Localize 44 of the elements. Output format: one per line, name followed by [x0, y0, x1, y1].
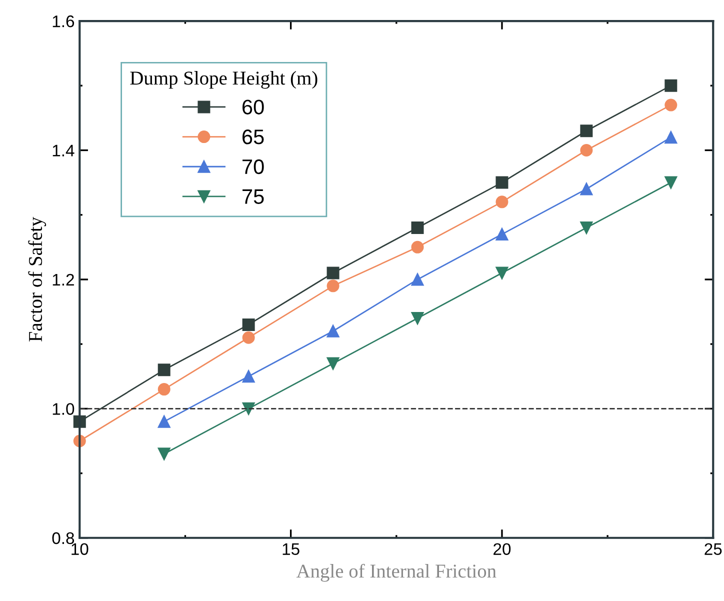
- point: [580, 182, 593, 196]
- point: [496, 176, 508, 189]
- point: [242, 402, 255, 415]
- x-tick-label: 10: [72, 543, 88, 555]
- legend-title: Dump Slope Height (m): [130, 71, 318, 89]
- point: [326, 357, 340, 370]
- point: [496, 228, 508, 240]
- x-tick-label: 25: [704, 543, 722, 555]
- legend-label: 70: [242, 159, 264, 174]
- point: [158, 415, 170, 428]
- point: [242, 370, 255, 383]
- x-tick-label: 15: [282, 543, 300, 555]
- point: [411, 240, 424, 254]
- point: [496, 266, 508, 280]
- point: [326, 324, 340, 338]
- legend-label: 65: [242, 130, 264, 144]
- point: [411, 222, 424, 234]
- point: [158, 448, 170, 460]
- point: [580, 124, 593, 138]
- point: [664, 98, 678, 112]
- y-tick-label: 1.2: [52, 274, 74, 286]
- point: [496, 196, 508, 208]
- point: [326, 280, 340, 292]
- point: [242, 331, 255, 344]
- legend-label: 75: [242, 189, 264, 204]
- point: [580, 144, 593, 156]
- legend-label: 60: [242, 100, 264, 114]
- y-tick-label: 1.0: [52, 403, 74, 415]
- y-tick-label: 1.6: [52, 15, 74, 28]
- point: [664, 131, 678, 144]
- point: [158, 364, 170, 376]
- y-tick-label: 1.4: [52, 144, 74, 156]
- point: [411, 312, 424, 324]
- point: [326, 266, 340, 280]
- point: [158, 383, 170, 396]
- point: [580, 222, 593, 234]
- y-axis-title: Factor of Safety: [28, 216, 46, 342]
- point: [664, 79, 678, 92]
- point: [664, 176, 678, 189]
- x-tick-label: 20: [494, 543, 511, 555]
- point: [411, 273, 424, 286]
- y-tick-label: 0.8: [52, 532, 74, 544]
- point: [242, 318, 255, 331]
- x-axis-title: Angle of Internal Friction: [296, 564, 496, 582]
